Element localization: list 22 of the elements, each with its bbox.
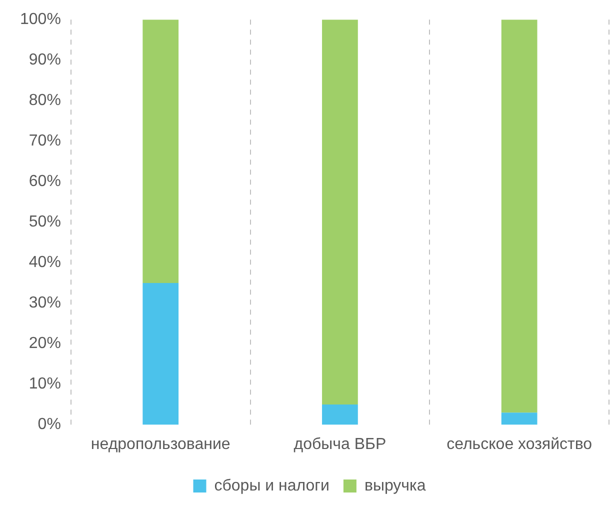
bar [501,20,538,413]
bar [142,282,179,425]
legend-label: выручка [364,477,426,494]
bar [322,20,358,405]
bar [501,412,538,425]
y-tick-label: 0% [38,416,61,434]
y-tick-label: 100% [20,11,61,28]
x-tick-label: сельское хозяйство [446,436,592,453]
bar [142,20,179,283]
y-tick-label: 80% [28,92,61,110]
bar [322,404,358,425]
y-tick-label: 50% [28,214,61,231]
y-tick-label: 30% [28,294,61,312]
legend-label: сборы и налоги [214,477,330,494]
x-tick-label: недропользование [90,436,230,453]
y-tick-label: 60% [28,173,61,190]
x-tick-label: добыча ВБР [294,436,386,453]
y-tick-label: 40% [28,254,61,272]
y-tick-label: 20% [28,335,61,352]
y-tick-label: 70% [28,132,61,150]
y-tick-label: 10% [28,376,61,393]
y-tick-label: 90% [28,52,61,69]
